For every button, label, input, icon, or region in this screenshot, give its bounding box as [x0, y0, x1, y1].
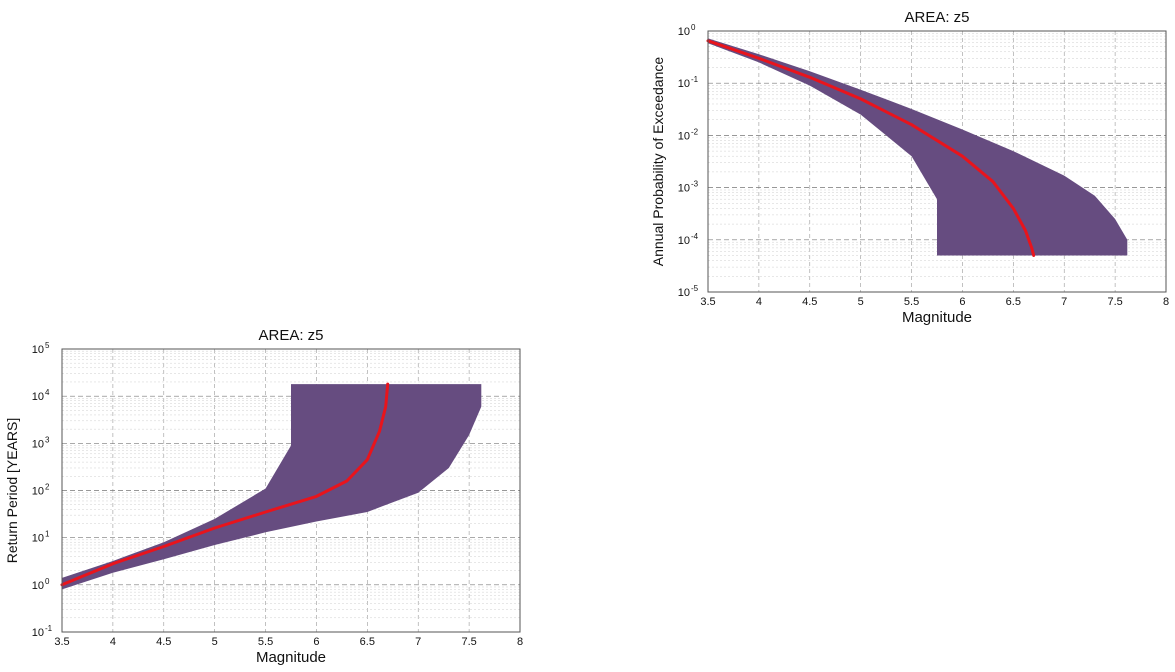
tick-labels: 3.5 4 4.5 5 5.5 6 6.5 7 7.5 810 010 -110 -210 -310 -41… — [678, 23, 1169, 308]
x-tick-label: 3.5 — [54, 636, 69, 648]
y-tick-label: 10 — [678, 235, 690, 247]
x-tick-label: 6 — [959, 296, 965, 308]
y-axis-label: Return Period [YEARS] — [4, 418, 20, 564]
y-axis-label: Annual Probability of Exceedance — [650, 57, 666, 267]
y-tick-label: 10 — [32, 438, 44, 450]
y-tick-exponent: 3 — [45, 435, 50, 444]
y-tick-label: 10 — [32, 580, 44, 592]
y-tick-exponent: 0 — [45, 577, 50, 586]
x-tick-label: 4.5 — [156, 636, 171, 648]
x-tick-label: 6 — [313, 636, 319, 648]
y-tick-label: 10 — [678, 26, 690, 38]
chart-annual-probability: 3.5 4 4.5 5 5.5 6 6.5 7 7.5 810 010 -110 -210 -310 -41… — [650, 9, 1169, 326]
x-tick-label: 7.5 — [461, 636, 476, 648]
y-tick-exponent: -5 — [691, 284, 699, 293]
y-tick-label: 10 — [32, 533, 44, 545]
x-tick-label: 8 — [1163, 296, 1169, 308]
x-tick-label: 7 — [415, 636, 421, 648]
y-tick-label: 10 — [32, 627, 44, 639]
x-tick-label: 4 — [756, 296, 762, 308]
axes-frame — [61, 348, 521, 633]
y-tick-label: 10 — [678, 183, 690, 195]
y-tick-label: 10 — [32, 344, 44, 356]
x-tick-label: 3.5 — [700, 296, 715, 308]
y-tick-exponent: -1 — [691, 75, 699, 84]
x-tick-label: 4.5 — [802, 296, 817, 308]
chart-title: AREA: z5 — [904, 9, 969, 26]
x-tick-label: 5 — [212, 636, 218, 648]
y-tick-exponent: 4 — [45, 388, 50, 397]
x-tick-label: 7.5 — [1107, 296, 1122, 308]
x-tick-label: 5.5 — [904, 296, 919, 308]
y-tick-label: 10 — [678, 287, 690, 299]
y-tick-exponent: -4 — [691, 232, 699, 241]
y-tick-label: 10 — [32, 391, 44, 403]
x-tick-label: 6.5 — [1006, 296, 1021, 308]
x-tick-label: 5.5 — [258, 636, 273, 648]
uncertainty-band — [708, 38, 1128, 256]
x-tick-label: 5 — [858, 296, 864, 308]
y-tick-exponent: -2 — [691, 127, 699, 136]
median-curve — [706, 39, 1036, 257]
y-tick-label: 10 — [32, 486, 44, 498]
y-tick-exponent: -3 — [691, 180, 699, 189]
y-tick-exponent: -1 — [45, 624, 53, 633]
x-axis-label: Magnitude — [902, 309, 972, 326]
x-tick-label: 6.5 — [360, 636, 375, 648]
y-tick-label: 10 — [678, 130, 690, 142]
y-tick-exponent: 5 — [45, 341, 50, 350]
y-tick-exponent: 0 — [691, 23, 696, 32]
axes-frame — [707, 30, 1167, 293]
y-tick-exponent: 1 — [45, 530, 50, 539]
y-tick-exponent: 2 — [45, 483, 50, 492]
chart-title: AREA: z5 — [258, 327, 323, 344]
x-tick-label: 7 — [1061, 296, 1067, 308]
x-tick-label: 4 — [110, 636, 116, 648]
median-curve — [60, 382, 390, 587]
x-tick-label: 8 — [517, 636, 523, 648]
x-axis-label: Magnitude — [256, 649, 326, 666]
y-tick-label: 10 — [678, 78, 690, 90]
